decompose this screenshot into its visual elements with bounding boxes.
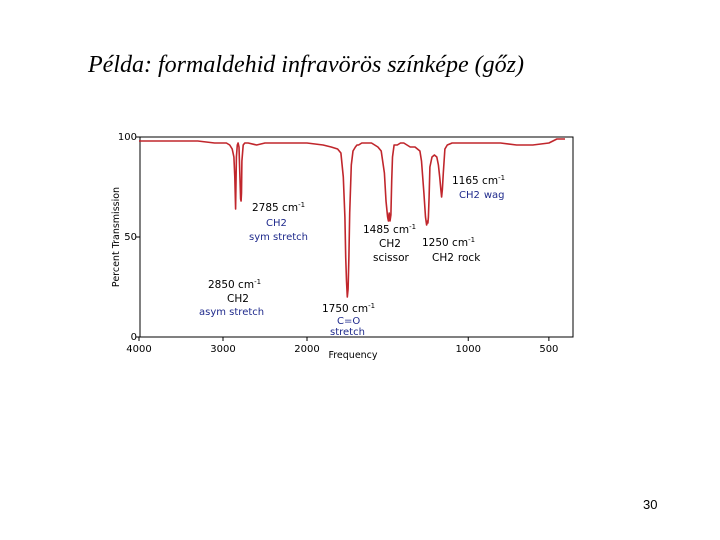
svg-text:CH2: CH2 <box>227 293 249 305</box>
svg-text:C=O: C=O <box>337 316 360 327</box>
y-axis-title: Percent Transmission <box>111 187 122 287</box>
svg-text:asym stretch: asym stretch <box>199 307 264 318</box>
svg-text:stretch: stretch <box>330 327 365 338</box>
svg-text:1485 cm-1: 1485 cm-1 <box>363 223 416 236</box>
annotation-2785: 2785 cm-1 CH2 sym stretch <box>249 201 308 243</box>
svg-text:1165 cm-1: 1165 cm-1 <box>452 174 505 187</box>
x-tick-label: 3000 <box>210 344 235 355</box>
x-tick-label: 4000 <box>126 344 151 355</box>
annotation-1750: 1750 cm-1 C=O stretch <box>322 302 375 338</box>
svg-text:1750 cm-1: 1750 cm-1 <box>322 302 375 315</box>
y-tick-label: 100 <box>118 132 137 143</box>
svg-text:scissor: scissor <box>373 252 410 264</box>
spectrum-group <box>139 138 565 298</box>
x-tick-label: 500 <box>539 344 558 355</box>
spectrum-line <box>139 138 565 298</box>
page-number: 30 <box>643 497 658 512</box>
svg-text:CH2: CH2 <box>266 218 287 229</box>
x-axis-title: Frequency <box>328 350 377 361</box>
annotation-1250: 1250 cm-1 CH2 rock <box>422 236 481 264</box>
svg-text:1250 cm-1: 1250 cm-1 <box>422 236 475 249</box>
x-tick-label: 1000 <box>456 344 481 355</box>
annotation-1165: 1165 cm-1 CH2 wag <box>452 174 505 201</box>
svg-text:2850 cm-1: 2850 cm-1 <box>208 278 261 291</box>
svg-text:2785 cm-1: 2785 cm-1 <box>252 201 305 214</box>
x-tick-label: 2000 <box>294 344 319 355</box>
svg-text:sym stretch: sym stretch <box>249 232 308 243</box>
y-tick-label: 50 <box>124 232 137 243</box>
svg-text:CH2: CH2 <box>379 238 401 250</box>
annotation-1485: 1485 cm-1 CH2 scissor <box>363 223 416 264</box>
slide-title: Példa: formaldehid infravörös színképe (… <box>88 52 524 78</box>
y-tick-label: 0 <box>131 332 137 343</box>
annotation-2850: 2850 cm-1 CH2 asym stretch <box>199 278 264 318</box>
